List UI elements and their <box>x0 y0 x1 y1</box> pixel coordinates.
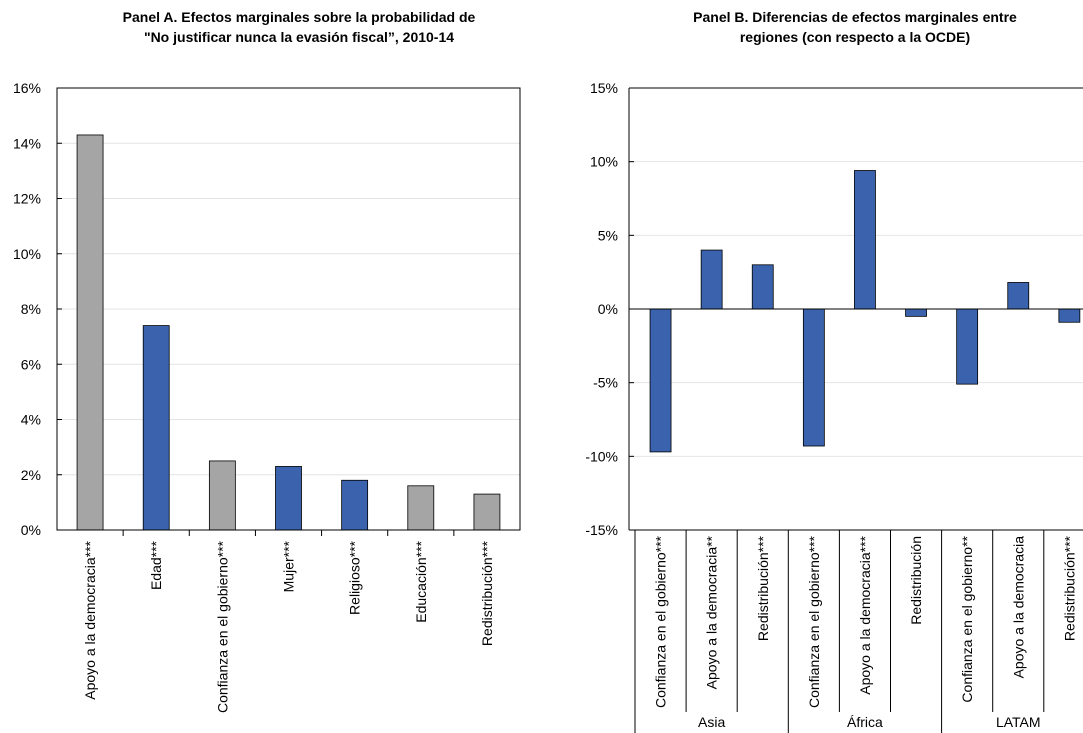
panel-a-bar-2 <box>142 325 170 531</box>
panel-a-ytick-label-7: 14% <box>13 135 41 151</box>
panel-b-bar-group-3-1 <box>956 308 979 385</box>
panel-a-ytick-label-1: 2% <box>21 467 41 483</box>
panel-b-bar-group-1-2 <box>700 249 723 310</box>
panel-a-category-label-3: Confianza en el gobierno*** <box>214 540 230 713</box>
panel-b-title-line-2: regiones (con respecto a la OCDE) <box>740 29 970 45</box>
panel-b-category-label-group-3-1: Confianza en el gobierno** <box>959 535 975 702</box>
panel-a-ytick-label-5: 10% <box>13 246 41 262</box>
panel-a-title-line-2: "No justificar nunca la evasión fiscal”,… <box>144 29 454 45</box>
panel-b-group-label-1: Asia <box>698 714 725 730</box>
panel-b-category-label-group-3-2: Apoyo a la democracia <box>1010 536 1026 679</box>
panel-a-bar-5 <box>341 479 369 531</box>
panel-b-category-label-group-2-1: Confianza en el gobierno*** <box>806 535 822 708</box>
panel-a-ytick-label-3: 6% <box>21 356 41 372</box>
panel-b-ytick-label-3: 0% <box>598 301 618 317</box>
panel-b-category-label-group-3-3: Redistribución*** <box>1061 535 1077 641</box>
panel-b-ytick-label-0: -15% <box>585 522 618 538</box>
panel-a-ytick-label-8: 16% <box>13 80 41 96</box>
panel-a-category-label-1: Apoyo a la democracia*** <box>82 540 98 699</box>
panel-b-category-label-group-1-3: Redistribución*** <box>755 535 771 641</box>
panel-a-category-label-4: Mujer*** <box>281 540 297 592</box>
panel-b-ytick-label-2: -5% <box>593 375 618 391</box>
panel-b-bar-group-1-1 <box>649 308 672 453</box>
panel-a-ytick-label-2: 4% <box>21 412 41 428</box>
panel-a-category-label-6: Educación*** <box>413 540 429 622</box>
panel-b-category-label-group-1-1: Confianza en el gobierno*** <box>653 535 669 708</box>
panel-a-plot: 0% 2% 4% 6% 8% 10% 12% 14% 16% Apoyo a la democra… <box>13 80 521 713</box>
panel-a: Panel A. Efectos marginales sobre la pro… <box>13 9 521 713</box>
panel-b-bar-group-3-2 <box>1007 282 1030 310</box>
panel-a-bar-3 <box>208 460 236 531</box>
panel-b-ytick-label-6: 15% <box>590 80 618 96</box>
panel-b-ytick-label-5: 10% <box>590 154 618 170</box>
panel-b-title-line-1: Panel B. Diferencias de efectos marginal… <box>693 9 1017 25</box>
panel-b-ytick-label-1: -10% <box>585 448 618 464</box>
panel-b-group-label-3: LATAM <box>996 714 1041 730</box>
panel-b-bar-group-1-3 <box>751 264 774 310</box>
panel-a-category-label-5: Religioso*** <box>347 540 363 614</box>
panel-a-ytick-label-0: 0% <box>21 522 41 538</box>
panel-a-bar-7 <box>473 493 501 531</box>
panel-b-category-label-group-2-2: Apoyo a la democracia*** <box>857 535 873 694</box>
panel-a-title-line-1: Panel A. Efectos marginales sobre la pro… <box>123 9 476 25</box>
panel-b-group-label-2: África <box>847 714 883 730</box>
panel-b-bar-group-2-1 <box>802 308 825 447</box>
panel-b-bar-group-2-3 <box>905 308 927 317</box>
panel-a-bar-4 <box>275 466 302 531</box>
panel-b-ytick-label-4: 5% <box>598 227 618 243</box>
panel-a-ytick-label-6: 12% <box>13 191 41 207</box>
panel-a-category-label-2: Edad*** <box>148 540 164 590</box>
panel-b-bar-group-2-2 <box>854 170 876 310</box>
panel-b-plot: Confianza en el gobierno*** Apoyo a la de… <box>585 80 1083 733</box>
panel-a-bar-6 <box>407 485 435 531</box>
panel-a-category-label-7: Redistribución*** <box>479 540 495 646</box>
panel-a-bar-1 <box>76 134 104 531</box>
panel-b-bar-group-3-3 <box>1058 308 1081 323</box>
panel-b-category-label-group-2-3: Redistribución <box>908 536 924 625</box>
panel-a-ytick-label-4: 8% <box>21 301 41 317</box>
panel-b: Panel B. Diferencias de efectos marginal… <box>585 9 1083 733</box>
panel-b-category-label-group-1-2: Apoyo a la democracia** <box>704 535 720 689</box>
